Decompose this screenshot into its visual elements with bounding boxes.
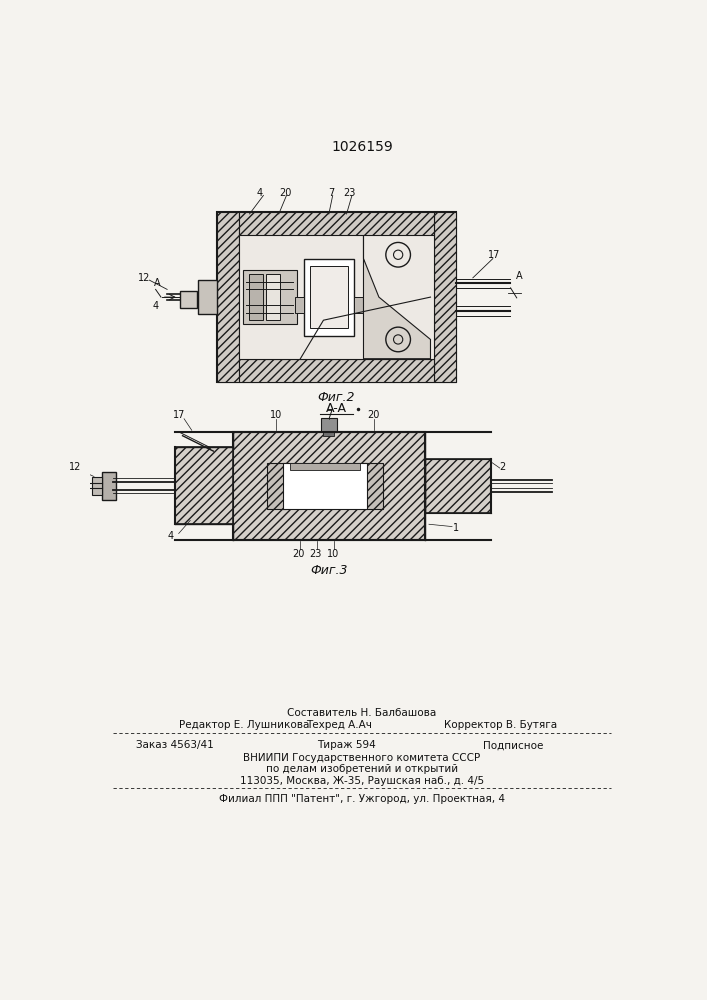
Text: 20: 20	[279, 188, 291, 198]
Bar	[295, 297, 304, 312]
Bar	[266, 274, 279, 320]
Text: Редактор Е. Лушникова: Редактор Е. Лушникова	[179, 720, 309, 730]
Text: Корректор В. Бутяга: Корректор В. Бутяга	[444, 720, 557, 730]
Text: A: A	[154, 278, 160, 288]
Bar	[321, 418, 337, 432]
Bar	[102, 472, 115, 500]
Bar	[239, 212, 434, 235]
Text: 10: 10	[327, 549, 339, 559]
Text: 12: 12	[69, 462, 81, 472]
Bar	[233, 432, 425, 540]
Bar	[363, 463, 382, 509]
Bar	[93, 477, 102, 495]
Bar	[249, 274, 262, 320]
Bar	[198, 280, 217, 314]
Bar	[324, 431, 334, 436]
Bar	[434, 212, 456, 382]
Bar	[239, 359, 434, 382]
Text: A: A	[515, 271, 522, 281]
Bar	[425, 459, 491, 513]
Text: 7: 7	[326, 410, 332, 420]
Text: ВНИИПИ Государственного комитета СССР: ВНИИПИ Государственного комитета СССР	[243, 753, 481, 763]
Text: 17: 17	[173, 410, 185, 420]
Text: 1: 1	[452, 523, 459, 533]
Text: Подписное: Подписное	[483, 740, 543, 750]
Text: 2: 2	[499, 462, 506, 472]
Text: Тираж 594: Тираж 594	[317, 740, 376, 750]
Text: Составитель Н. Балбашова: Составитель Н. Балбашова	[287, 708, 437, 718]
Text: 113035, Москва, Ж-35, Раушская наб., д. 4/5: 113035, Москва, Ж-35, Раушская наб., д. …	[240, 776, 484, 786]
Text: 23: 23	[310, 549, 322, 559]
Bar	[283, 463, 368, 509]
Text: 17: 17	[489, 250, 501, 260]
Bar	[217, 212, 239, 382]
Text: Заказ 4563/41: Заказ 4563/41	[136, 740, 214, 750]
Text: 23: 23	[344, 188, 356, 198]
Bar	[304, 259, 354, 336]
Bar	[217, 212, 456, 382]
Bar	[239, 235, 434, 359]
Text: 4: 4	[168, 531, 174, 541]
Bar	[180, 291, 197, 308]
Text: 20: 20	[292, 549, 304, 559]
Text: A-A: A-A	[326, 402, 347, 415]
Text: 4: 4	[153, 301, 158, 311]
Text: 1026159: 1026159	[331, 140, 393, 154]
Text: Фиг.3: Фиг.3	[310, 564, 348, 577]
Text: 4: 4	[257, 188, 262, 198]
Text: Фиг.2: Фиг.2	[317, 391, 356, 404]
Text: Техред А.Ач: Техред А.Ач	[305, 720, 372, 730]
Text: по делам изобретений и открытий: по делам изобретений и открытий	[266, 764, 458, 774]
Bar	[291, 463, 360, 470]
Bar	[175, 447, 233, 524]
Text: 20: 20	[368, 410, 380, 420]
Bar	[354, 297, 363, 312]
Bar	[310, 266, 348, 328]
PathPatch shape	[363, 235, 431, 359]
Text: 7: 7	[328, 188, 334, 198]
Bar	[243, 270, 296, 324]
Bar	[267, 463, 286, 509]
Text: 10: 10	[270, 410, 283, 420]
Text: Филиал ППП "Патент", г. Ужгород, ул. Проектная, 4: Филиал ППП "Патент", г. Ужгород, ул. Про…	[219, 794, 505, 804]
Text: 12: 12	[138, 273, 150, 283]
